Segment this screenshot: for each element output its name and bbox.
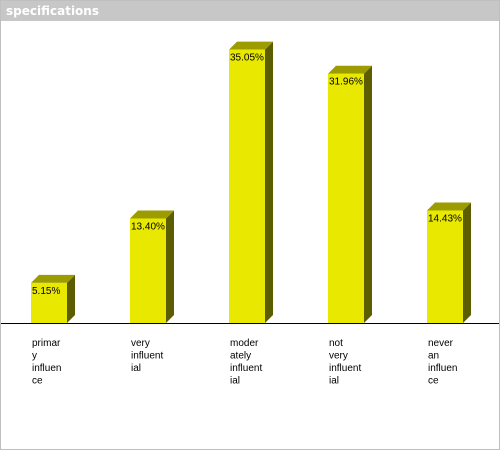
category-label-1: very influent ial — [131, 338, 163, 374]
category-label-3: not very influent ial — [329, 338, 361, 387]
bar-0 — [31, 282, 67, 323]
bar-side-2 — [265, 41, 273, 324]
category-label-2: moder ately influent ial — [230, 338, 262, 387]
bar-side-3 — [364, 65, 372, 323]
bar-top-1 — [130, 210, 174, 219]
category-label-4: never an influen ce — [428, 338, 457, 387]
panel-header: specifications — [1, 1, 499, 21]
bar-top-3 — [328, 65, 372, 74]
bar-2 — [229, 49, 265, 324]
data-label-2: 35.05% — [230, 53, 264, 64]
bar-1 — [130, 218, 166, 323]
bar-top-2 — [229, 41, 273, 50]
data-label-4: 14.43% — [428, 213, 462, 224]
bar-side-4 — [463, 202, 471, 323]
data-label-1: 13.40% — [131, 221, 165, 232]
bar-4 — [427, 210, 463, 323]
bar-top-0 — [31, 274, 75, 283]
data-label-0: 5.15% — [32, 286, 60, 297]
bar-3 — [328, 73, 364, 323]
panel-title: specifications — [6, 4, 99, 18]
bar-side-1 — [166, 210, 174, 323]
category-label-0: primar y influen ce — [32, 338, 61, 387]
bar-side-0 — [67, 274, 75, 323]
data-label-3: 31.96% — [329, 77, 363, 88]
bar-top-4 — [427, 202, 471, 211]
